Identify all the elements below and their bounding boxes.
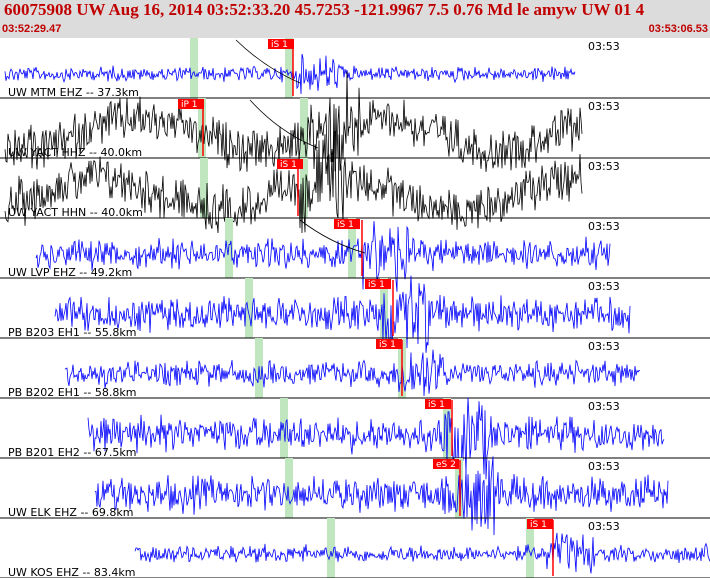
waveform bbox=[64, 349, 641, 397]
s-arrival-marker bbox=[526, 518, 534, 578]
p-arrival-marker bbox=[327, 518, 335, 578]
travel-time-curve bbox=[249, 99, 319, 149]
channel-label: UW KOS EHZ -- 83.4km bbox=[8, 566, 135, 578]
pick-flag[interactable] bbox=[277, 159, 303, 169]
trace-row[interactable]: iS 1 03:53 UW MTM EHZ -- 37.3km bbox=[0, 38, 710, 99]
channel-label: UW YACT HHN -- 40.0km bbox=[8, 206, 143, 219]
trace-row[interactable]: iS 1 03:53 UW YACT HHN -- 40.0km bbox=[0, 130, 710, 234]
time-tick-label: 03:53 bbox=[588, 40, 620, 53]
pick-label: iS 1 bbox=[337, 220, 354, 230]
waveform bbox=[4, 71, 583, 186]
s-arrival-marker bbox=[348, 218, 356, 278]
event-header: 60075908 UW Aug 16, 2014 03:52:33.20 45.… bbox=[0, 0, 710, 38]
s-arrival-marker bbox=[300, 98, 308, 158]
travel-time-curve bbox=[235, 39, 301, 84]
pick-flag[interactable] bbox=[425, 399, 451, 409]
pick-label: iS 1 bbox=[368, 280, 385, 290]
channel-label: UW YACT HHZ -- 40.0km bbox=[8, 146, 142, 159]
trace-row[interactable]: iS 1 03:53 PB B202 EH1 -- 58.8km bbox=[0, 338, 710, 399]
time-tick-label: 03:53 bbox=[588, 520, 620, 533]
pick-flag[interactable] bbox=[527, 519, 553, 529]
pick-flag[interactable] bbox=[178, 99, 204, 109]
pick-flag[interactable] bbox=[365, 279, 391, 289]
trace-row[interactable]: iS 1 03:53 UW KOS EHZ -- 83.4km bbox=[0, 518, 710, 578]
trace-row[interactable]: iS 1 03:53 PB B203 EH1 -- 55.8km bbox=[0, 275, 710, 353]
pick-label: iS 1 bbox=[271, 40, 288, 50]
waveform bbox=[4, 53, 576, 95]
channel-label: PB B201 EH2 -- 67.5km bbox=[8, 446, 136, 459]
waveform bbox=[134, 532, 710, 574]
pick-label: iS 1 bbox=[530, 520, 547, 530]
p-arrival-marker bbox=[200, 158, 208, 218]
pick-label: iS 1 bbox=[428, 400, 445, 410]
channel-label: UW ELK EHZ -- 69.8km bbox=[8, 506, 133, 519]
pick-label: eS 2 bbox=[436, 460, 456, 470]
time-tick-label: 03:53 bbox=[588, 400, 620, 413]
pick-label: iS 1 bbox=[379, 340, 396, 350]
pick-label: iS 1 bbox=[280, 160, 297, 170]
time-tick-label: 03:53 bbox=[588, 100, 620, 113]
p-arrival-marker bbox=[190, 38, 198, 98]
pick-flag[interactable] bbox=[334, 219, 360, 229]
trace-row[interactable]: iP 1 03:53 UW YACT HHZ -- 40.0km bbox=[0, 71, 710, 186]
channel-label: UW MTM EHZ -- 37.3km bbox=[8, 86, 139, 99]
pick-label: iP 1 bbox=[181, 100, 198, 110]
s-arrival-marker bbox=[443, 398, 451, 458]
trace-row[interactable]: iS 1 03:53 PB B201 EH2 -- 67.5km bbox=[0, 397, 710, 480]
trace-row[interactable]: iS 1 03:53 UW LVP EHZ -- 49.2km bbox=[0, 218, 710, 292]
time-tick-label: 03:53 bbox=[588, 460, 620, 473]
time-tick-label: 03:53 bbox=[588, 160, 620, 173]
seismogram-panel[interactable]: iS 1 03:53 UW MTM EHZ -- 37.3km iP 1 03:53 UW… bbox=[0, 38, 710, 578]
pick-flag[interactable] bbox=[433, 459, 459, 469]
pick-flag[interactable] bbox=[376, 339, 402, 349]
trace-row[interactable]: eS 2 03:53 UW ELK EHZ -- 69.8km bbox=[0, 456, 710, 536]
p-arrival-marker bbox=[285, 458, 293, 518]
s-arrival-marker bbox=[300, 158, 308, 218]
waveform bbox=[4, 130, 583, 234]
time-tick-label: 03:53 bbox=[588, 280, 620, 293]
time-tick-label: 03:53 bbox=[588, 220, 620, 233]
window-end-time: 03:53:06.53 bbox=[648, 23, 708, 35]
channel-label: PB B202 EH1 -- 58.8km bbox=[8, 386, 136, 399]
event-summary: 60075908 UW Aug 16, 2014 03:52:33.20 45.… bbox=[4, 0, 645, 19]
channel-label: PB B203 EH1 -- 55.8km bbox=[8, 326, 136, 339]
waveform bbox=[35, 221, 611, 292]
channel-label: UW LVP EHZ -- 49.2km bbox=[8, 266, 132, 279]
time-tick-label: 03:53 bbox=[588, 340, 620, 353]
waveform bbox=[87, 397, 665, 480]
waveform bbox=[54, 275, 631, 353]
p-arrival-marker bbox=[245, 278, 253, 338]
waveform bbox=[94, 456, 669, 536]
s-arrival-marker bbox=[285, 38, 293, 98]
window-start-time: 03:52:29.47 bbox=[2, 23, 62, 35]
pick-flag[interactable] bbox=[268, 39, 294, 49]
travel-time-curve bbox=[299, 219, 366, 254]
